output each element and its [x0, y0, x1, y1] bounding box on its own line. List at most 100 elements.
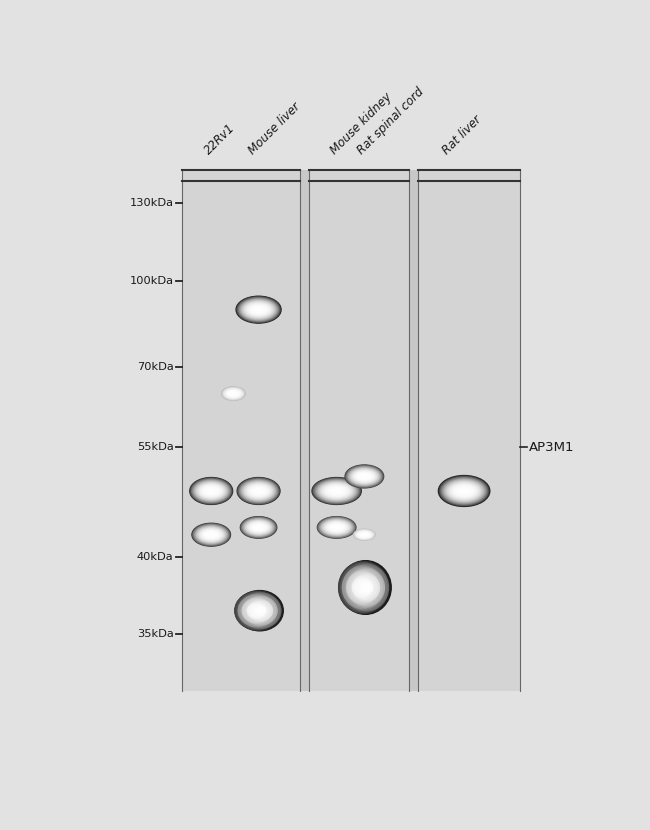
Text: Rat liver: Rat liver [440, 113, 484, 157]
Ellipse shape [444, 480, 484, 502]
Ellipse shape [346, 466, 382, 487]
Ellipse shape [348, 467, 380, 486]
Ellipse shape [326, 486, 346, 496]
Text: Rat spinal cord: Rat spinal cord [355, 85, 427, 157]
Ellipse shape [348, 467, 381, 486]
Text: Mouse liver: Mouse liver [246, 100, 303, 157]
Ellipse shape [454, 486, 474, 496]
Ellipse shape [200, 485, 222, 497]
Ellipse shape [348, 572, 379, 603]
Ellipse shape [223, 388, 244, 399]
Ellipse shape [242, 300, 274, 319]
Ellipse shape [241, 517, 276, 537]
Ellipse shape [228, 391, 239, 396]
Ellipse shape [200, 529, 222, 540]
Ellipse shape [242, 300, 276, 319]
Bar [309, 170, 409, 691]
Ellipse shape [245, 520, 272, 535]
Ellipse shape [194, 525, 229, 545]
Ellipse shape [324, 521, 348, 534]
Ellipse shape [318, 517, 355, 537]
Ellipse shape [458, 488, 470, 494]
Ellipse shape [339, 561, 389, 613]
Ellipse shape [205, 532, 218, 538]
Ellipse shape [441, 477, 488, 505]
Ellipse shape [238, 298, 279, 322]
Ellipse shape [356, 530, 373, 539]
Ellipse shape [339, 562, 387, 613]
Ellipse shape [443, 479, 485, 503]
Bar [182, 170, 519, 691]
Ellipse shape [194, 481, 229, 501]
Ellipse shape [312, 477, 361, 505]
Ellipse shape [359, 533, 369, 537]
Ellipse shape [350, 468, 379, 485]
Ellipse shape [203, 531, 219, 539]
Ellipse shape [196, 526, 226, 543]
Ellipse shape [449, 483, 479, 499]
Ellipse shape [361, 533, 368, 536]
Ellipse shape [241, 300, 276, 320]
Ellipse shape [199, 528, 223, 541]
Ellipse shape [447, 481, 481, 500]
Bar [182, 170, 300, 691]
Ellipse shape [204, 487, 218, 495]
Ellipse shape [254, 525, 263, 530]
Ellipse shape [246, 520, 272, 535]
Ellipse shape [224, 388, 243, 399]
Ellipse shape [239, 594, 277, 627]
Ellipse shape [331, 489, 343, 493]
Text: AP3M1: AP3M1 [528, 441, 574, 454]
Ellipse shape [239, 479, 278, 503]
Ellipse shape [322, 484, 351, 498]
Ellipse shape [343, 565, 387, 610]
Text: 55kDa: 55kDa [136, 442, 174, 452]
Ellipse shape [243, 519, 274, 536]
Ellipse shape [245, 483, 272, 499]
Ellipse shape [252, 487, 266, 495]
Ellipse shape [229, 391, 238, 396]
Ellipse shape [243, 598, 276, 624]
Ellipse shape [321, 483, 352, 499]
Ellipse shape [243, 599, 272, 622]
Ellipse shape [249, 522, 268, 532]
Ellipse shape [456, 487, 473, 496]
Ellipse shape [358, 531, 372, 538]
Ellipse shape [356, 472, 372, 481]
Ellipse shape [203, 486, 220, 496]
Ellipse shape [248, 603, 267, 618]
Ellipse shape [340, 560, 391, 614]
Ellipse shape [229, 392, 237, 395]
Text: Mouse kidney: Mouse kidney [328, 90, 394, 157]
Ellipse shape [247, 304, 270, 316]
Ellipse shape [350, 574, 379, 602]
Ellipse shape [356, 531, 372, 539]
Text: 22Rv1: 22Rv1 [202, 121, 238, 157]
Ellipse shape [250, 486, 267, 496]
Ellipse shape [242, 481, 274, 500]
Ellipse shape [319, 518, 354, 537]
Ellipse shape [197, 483, 226, 499]
Text: 130kDa: 130kDa [129, 198, 174, 208]
Ellipse shape [255, 608, 265, 614]
Ellipse shape [329, 524, 344, 531]
Ellipse shape [343, 566, 385, 609]
Ellipse shape [354, 530, 374, 540]
Ellipse shape [244, 483, 273, 499]
Ellipse shape [352, 470, 376, 483]
Ellipse shape [345, 568, 384, 608]
Ellipse shape [353, 471, 376, 482]
Ellipse shape [192, 524, 230, 545]
Ellipse shape [354, 471, 374, 481]
Text: 100kDa: 100kDa [129, 276, 174, 286]
Ellipse shape [354, 530, 375, 540]
Ellipse shape [222, 387, 245, 400]
Ellipse shape [356, 530, 372, 539]
Ellipse shape [241, 596, 276, 626]
Ellipse shape [360, 533, 369, 536]
Ellipse shape [315, 480, 358, 502]
Ellipse shape [317, 517, 356, 538]
Text: 70kDa: 70kDa [136, 362, 174, 372]
Ellipse shape [236, 296, 281, 323]
Ellipse shape [196, 525, 227, 544]
